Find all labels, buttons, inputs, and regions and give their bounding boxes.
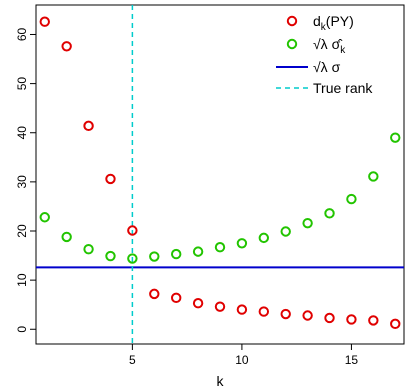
- legend-label: √λ σ̂k: [313, 36, 346, 56]
- y-axis: 0 10 20 30 40 50 60: [15, 27, 36, 333]
- y-tick-label: 40: [15, 126, 29, 140]
- dk-point: [280, 308, 291, 320]
- sigma-hat-point: [214, 242, 226, 253]
- dk-point: [258, 306, 270, 317]
- x-tick-label: 10: [235, 353, 249, 367]
- dk-point: [192, 298, 204, 309]
- x-tick-label: 15: [345, 353, 359, 367]
- sigma-hat-point: [390, 132, 401, 143]
- legend-marker: [286, 38, 298, 50]
- reference-lines: [36, 5, 404, 344]
- sigma-hat-point: [280, 226, 291, 237]
- y-tick-label: 0: [15, 326, 29, 333]
- dk-point: [236, 304, 248, 315]
- sigma-hat-point: [236, 238, 248, 249]
- sigma-hat-point: [170, 248, 182, 260]
- y-tick-label: 30: [15, 175, 29, 189]
- dk-point: [390, 318, 401, 330]
- sigma-hat-point: [105, 250, 116, 262]
- y-tick-label: 60: [15, 27, 29, 41]
- sigma-hat-point: [83, 243, 94, 255]
- legend-marker: [286, 15, 298, 27]
- dk-point: [149, 288, 160, 300]
- dk-point: [346, 314, 357, 325]
- x-axis-title: k: [217, 373, 225, 389]
- sigma-hat-point: [346, 193, 357, 205]
- y-tick-label: 50: [15, 77, 29, 91]
- dk-point: [302, 310, 313, 321]
- dk-point: [61, 41, 72, 52]
- sigma-hat-point: [324, 208, 335, 219]
- y-tick-label: 10: [15, 273, 29, 287]
- sigma-hat-point: [258, 232, 270, 244]
- legend: dk(PY) √λ σ̂k √λ σ True rank: [276, 13, 373, 96]
- sigma-hat-point: [192, 246, 204, 257]
- y-tick-label: 20: [15, 224, 29, 238]
- dk-point: [83, 120, 94, 132]
- legend-label: True rank: [313, 80, 373, 96]
- legend-label: √λ σ: [313, 59, 341, 75]
- dk-point: [170, 292, 182, 304]
- sigma-hat-point: [368, 171, 379, 182]
- plot-frame: [35, 4, 405, 345]
- x-axis: 5 10 15: [129, 344, 358, 367]
- legend-label: dk(PY): [313, 13, 354, 33]
- data-points: [39, 16, 401, 330]
- dk-point: [324, 312, 335, 324]
- dk-point: [368, 315, 379, 326]
- sigma-hat-point: [149, 251, 160, 262]
- sigma-hat-point: [127, 253, 138, 264]
- sigma-hat-point: [61, 231, 72, 243]
- dk-point: [105, 173, 116, 185]
- sigma-hat-point: [39, 212, 50, 223]
- dk-point: [214, 301, 226, 312]
- dk-point: [39, 16, 50, 27]
- sigma-hat-point: [302, 217, 313, 229]
- x-tick-label: 5: [129, 353, 136, 367]
- dk-point: [127, 225, 138, 236]
